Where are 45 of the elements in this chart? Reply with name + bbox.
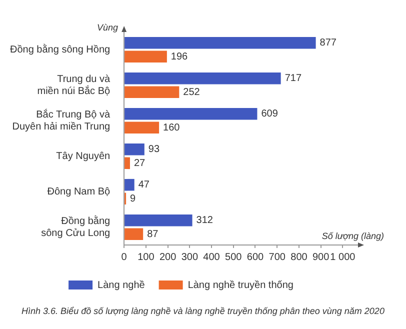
x-axis-title: Số lượng (làng) bbox=[322, 231, 384, 241]
text: Hình 3.6. Biểu đồ số lượng làng nghề và làng nghề truyền thống phân theo vùng năm 2020 bbox=[20, 306, 386, 316]
y-tick-label: Đồng bằng sông Cửu Long bbox=[41, 215, 110, 239]
data-label: 312 bbox=[196, 215, 214, 226]
data-label: 160 bbox=[163, 122, 180, 134]
y-axis-title: Vùng bbox=[97, 22, 118, 32]
bar bbox=[124, 50, 167, 63]
x-tick-label: 0 bbox=[121, 252, 128, 263]
y-tick-label: Tây Nguyên bbox=[56, 151, 110, 162]
data-label: 609 bbox=[261, 108, 278, 120]
bar bbox=[124, 157, 130, 170]
bar bbox=[124, 122, 160, 134]
bar bbox=[124, 36, 316, 49]
y-tick-label: Trung du và miền núi Bắc Bộ bbox=[37, 74, 111, 97]
data-label: 252 bbox=[183, 86, 200, 98]
x-tick-label: 200 bbox=[159, 252, 177, 263]
legend-label: Làng nghề bbox=[98, 280, 146, 291]
bar bbox=[124, 178, 134, 191]
data-label: 27 bbox=[134, 158, 146, 169]
data-label: 877 bbox=[320, 38, 337, 49]
x-tick-label: 300 bbox=[181, 252, 198, 263]
bar bbox=[124, 143, 144, 156]
data-label: 93 bbox=[148, 144, 160, 156]
data-label: 196 bbox=[170, 51, 188, 62]
x-tick-label: 400 bbox=[203, 252, 220, 263]
x-tick-label: 800 bbox=[290, 252, 308, 263]
data-label: 9 bbox=[130, 193, 136, 204]
bar bbox=[124, 72, 281, 84]
x-tick-label: 700 bbox=[268, 252, 286, 263]
x-tick-label: 900 bbox=[312, 252, 330, 263]
x-tick-label: 100 bbox=[138, 252, 155, 263]
y-tick-label: Đông Nam Bộ bbox=[47, 186, 111, 198]
bar bbox=[124, 228, 144, 240]
y-tick-label: Bắc Trung Bộ và Duyên hải miền Trung bbox=[12, 108, 111, 132]
x-tick-label: 1 000 bbox=[330, 252, 356, 263]
data-label: 87 bbox=[147, 228, 159, 240]
legend-label: Làng nghề truyền thống bbox=[188, 280, 294, 291]
x-tick-label: 500 bbox=[225, 252, 242, 263]
bar bbox=[124, 214, 192, 226]
data-label: 717 bbox=[284, 73, 302, 84]
x-tick-label: 600 bbox=[246, 252, 264, 263]
bar bbox=[124, 108, 258, 120]
data-label: 47 bbox=[138, 180, 150, 191]
bar bbox=[124, 86, 180, 98]
y-tick-label: Đồng bằng sông Hồng bbox=[10, 44, 110, 56]
